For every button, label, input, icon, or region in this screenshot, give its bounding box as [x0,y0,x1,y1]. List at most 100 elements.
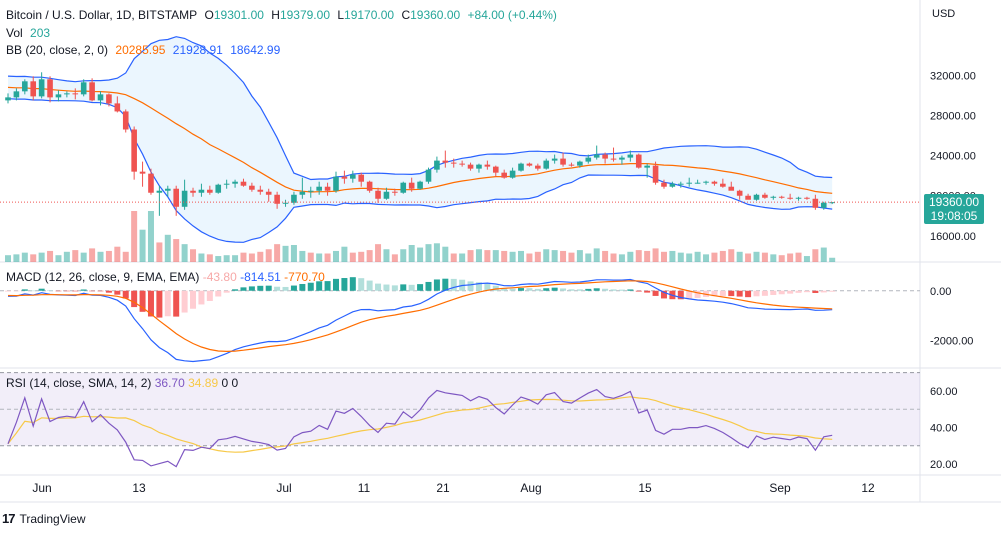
bb-lower-value: 18642.99 [230,43,281,57]
candle-body [392,191,398,193]
candle-body [122,111,129,130]
tradingview-brand-text: TradingView [19,511,86,526]
candle-body [720,183,726,187]
volume-bar [745,253,752,262]
volume-bar [198,253,205,262]
macd-histogram-bar [585,288,592,291]
volume-bar [669,250,676,262]
macd-histogram-bar [694,290,701,298]
macd-histogram-bar [63,290,70,292]
candle-body [265,191,272,195]
open-value: 19301.00 [213,8,264,22]
macd-histogram-bar [282,286,289,291]
volume-bar [282,245,289,262]
candle-body [425,169,432,182]
candle-body [5,97,11,101]
macd-histogram-bar [97,290,104,292]
time-axis-label: 21 [436,481,450,495]
volume-bar [644,250,651,262]
candle-body [148,173,154,193]
candle-body [736,190,743,196]
macd-histogram-bar [450,278,457,291]
candle-body [635,154,642,168]
volume-bar [719,250,726,262]
volume-bar [341,246,348,262]
low-value: 19170.00 [344,8,395,22]
time-axis-label: Aug [520,481,541,495]
candle-body [467,164,474,169]
volume-bar [181,244,188,262]
symbol-title: Bitcoin / U.S. Dollar, 1D, BITSTAMP [6,8,198,22]
volume-bar [703,254,710,262]
macd-histogram-bar [560,288,567,291]
candle-body [316,186,322,191]
currency-label[interactable]: USD [932,8,956,20]
volume-bar [551,250,558,262]
macd-signal-line [7,280,833,353]
low-label: L [337,8,345,22]
macd-histogram-bar [223,290,230,293]
rsi-line [7,388,833,468]
volume-bar [215,256,222,262]
macd-histogram-bar [257,285,264,291]
candle-body [72,93,79,95]
macd-histogram-bar [753,290,760,297]
macd-histogram-bar [232,289,239,291]
volume-bar [38,252,45,262]
macd-histogram-bar [299,283,306,291]
volume-bar [72,250,79,262]
candle-body [408,182,415,189]
volume-bar [610,253,617,262]
volume-bar [602,250,609,262]
macd-histogram-bar [181,290,188,313]
candle-body [22,81,28,92]
macd-histogram-bar [484,283,491,291]
macd-histogram-bar [215,290,222,297]
candle-body [64,93,70,95]
rsi-ma-line [7,396,833,453]
time-axis-label: Jul [276,481,291,495]
volume-bar [467,250,474,262]
volume-bar [63,251,70,262]
macd-histogram-bar [383,284,390,291]
candle-body [602,154,608,159]
volume-bar [761,252,768,262]
macd-histogram-bar [80,289,87,291]
tradingview-logo[interactable]: 17 TradingView [2,511,86,526]
macd-histogram-bar [501,288,508,291]
rsi-axis-label: 60.00 [930,386,958,398]
volume-bar [391,254,398,262]
macd-histogram-bar [391,285,398,291]
volume-bar [736,251,743,262]
macd-histogram-bar [55,290,62,292]
macd-histogram-bar [787,290,794,294]
rsi-ma-value: 34.89 [188,376,219,390]
macd-histogram-bar [677,290,684,300]
candle-body [324,186,331,191]
volume-bar [122,251,129,262]
candle-body [535,165,541,169]
candle-body [249,185,255,190]
volume-bar [753,251,760,262]
macd-histogram-bar [290,285,297,291]
macd-histogram-bar [349,277,356,291]
volume-bar [223,255,230,262]
candle-body [156,190,163,193]
macd-histogram-bar [467,281,474,291]
candle-body [678,183,684,185]
macd-histogram-bar [509,288,516,291]
last-price-tag: 19360.00 19:08:05 [924,194,984,225]
bb-basis-value: 20285.95 [115,43,166,57]
candle-body [820,202,827,208]
macd-histogram-bar [265,285,272,291]
macd-label: MACD (12, 26, close, 9, EMA, EMA) [6,270,200,284]
macd-histogram-bar [316,281,323,291]
macd-histogram-bar [475,282,482,291]
candle-body [518,163,524,171]
volume-bar [450,253,457,262]
macd-signal-value: -770.70 [284,270,325,284]
candle-body [299,191,306,195]
candle-body [282,202,289,204]
candle-body [551,158,558,161]
